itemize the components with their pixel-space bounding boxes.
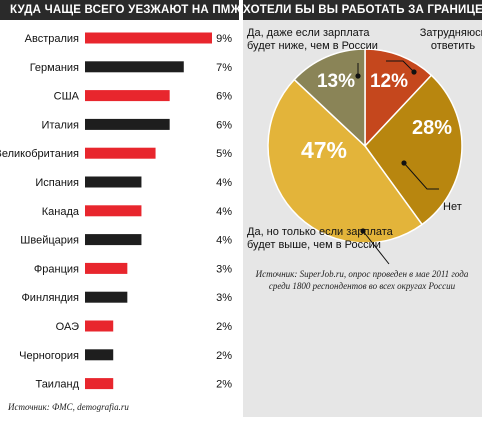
pie-chart: Источник: SuperJob.ru, опрос проведен в … — [247, 27, 482, 291]
category-label: Германия — [30, 62, 79, 74]
callout-dot — [355, 73, 361, 79]
category-label: Канада — [42, 206, 80, 218]
pie-percent-label: 47% — [301, 137, 347, 163]
category-label: Черногория — [19, 350, 79, 362]
value-label: 4% — [216, 177, 232, 189]
bar-chart: Источник: ФМС, demografia.ru Австралия 9%… — [0, 32, 232, 412]
bar — [85, 291, 128, 303]
bar — [85, 205, 142, 217]
category-label: ОАЭ — [56, 321, 79, 333]
bar — [85, 90, 170, 102]
value-label: 6% — [216, 119, 232, 131]
value-label: 2% — [216, 350, 232, 362]
value-label: 2% — [216, 321, 232, 333]
value-label: 7% — [216, 62, 232, 74]
bar — [85, 320, 114, 332]
category-label: Испания — [35, 177, 79, 189]
callout-dot — [401, 160, 407, 166]
category-label: Франция — [34, 263, 79, 275]
pie-slice — [364, 74, 463, 226]
pie-percent-label: 28% — [412, 117, 452, 139]
bar — [85, 118, 170, 130]
bar — [85, 262, 128, 274]
value-label: 5% — [216, 148, 232, 160]
bar — [85, 61, 184, 73]
pie-percent-label: 12% — [370, 71, 408, 92]
bar — [85, 147, 156, 159]
value-label: 2% — [216, 379, 232, 391]
callout-line — [403, 162, 439, 190]
category-label: Швейцария — [20, 235, 79, 247]
value-label: 9% — [216, 33, 232, 45]
value-label: 3% — [216, 292, 232, 304]
value-label: 3% — [216, 263, 232, 275]
callout-label: Да, даже если зарплата будет ниже, чем в … — [247, 27, 378, 52]
category-label: Италия — [42, 119, 80, 131]
callout-label: Нет — [443, 201, 462, 213]
pie-percent-label: 13% — [317, 71, 355, 92]
pie-slice — [267, 78, 424, 244]
bar — [85, 378, 114, 390]
callout-label: Да, но только если зарплата будет выше, ч… — [247, 226, 394, 251]
bar — [85, 32, 212, 44]
category-label: Таиланд — [35, 379, 79, 391]
bar — [85, 349, 114, 361]
category-label: Австралия — [25, 33, 79, 45]
bar-chart-title: КУДА ЧАЩЕ ВСЕГО УЕЗЖАЮТ НА ПМЖ РОССИЯНЕ — [0, 0, 239, 20]
pie-slice — [293, 48, 366, 148]
category-label: США — [54, 91, 80, 103]
callout-line — [362, 230, 390, 265]
callout-line — [386, 60, 415, 73]
bar — [85, 234, 142, 246]
pie-source-line-1: Источник: SuperJob.ru, опрос проведен в … — [255, 269, 469, 279]
bar-chart-source: Источник: ФМС, demografia.ru — [7, 402, 129, 412]
value-label: 6% — [216, 91, 232, 103]
value-label: 4% — [216, 206, 232, 218]
pie-source-line-2: среди 1800 респондентов во всех округах … — [269, 281, 456, 291]
category-label: Великобритания — [0, 148, 79, 160]
category-label: Финляндия — [21, 292, 79, 304]
callout-label: Затрудняюсь ответить — [420, 27, 482, 52]
bar — [85, 176, 142, 188]
value-label: 4% — [216, 235, 232, 247]
callout-dot — [360, 228, 366, 234]
callout-dot — [411, 69, 417, 75]
pie-chart-title: ХОТЕЛИ БЫ ВЫ РАБОТАТЬ ЗА ГРАНИЦЕЙ? — [243, 0, 482, 20]
pie-panel: Источник: SuperJob.ru, опрос проведен в … — [243, 20, 482, 417]
